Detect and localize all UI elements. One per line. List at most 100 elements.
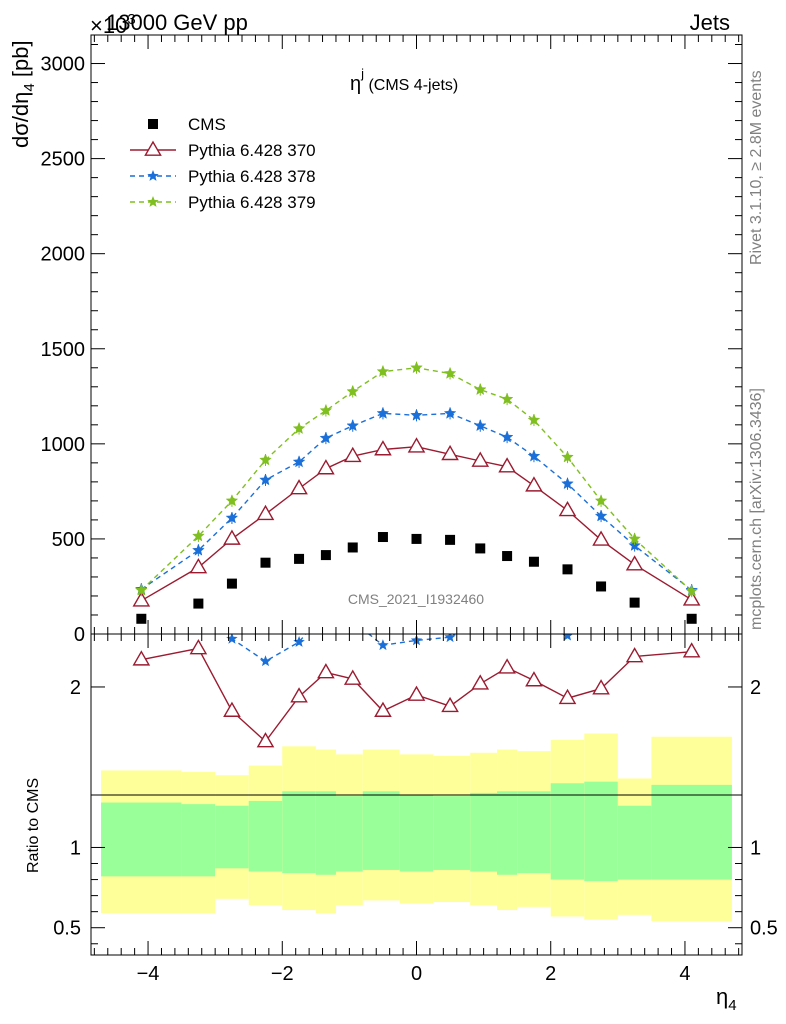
ratio-triangle-marker	[374, 701, 392, 717]
series-line	[140, 367, 693, 592]
data-point-cms	[226, 578, 237, 589]
triangle-marker	[525, 476, 543, 492]
ratio-star-marker	[293, 564, 305, 575]
x-tick-label: 0	[411, 963, 422, 985]
data-point-cms	[320, 550, 331, 561]
triangle-marker	[471, 451, 490, 467]
rivet-label: Rivet 3.1.10, ≥ 2.8M events	[748, 70, 765, 265]
data-point-cms	[629, 597, 640, 608]
ratio-star-marker	[320, 604, 331, 615]
legend-entry: Pythia 6.428 370	[130, 140, 316, 160]
star-marker	[443, 406, 457, 419]
triangle-marker	[441, 444, 459, 461]
data-point-cms	[260, 557, 271, 568]
ratio-star-marker	[136, 529, 147, 540]
ratio-triangle-marker	[189, 639, 208, 655]
ratio-star-marker	[528, 527, 540, 538]
star-marker	[225, 511, 239, 524]
star-marker	[259, 473, 272, 486]
header-left-title: 13000 GeV pp	[106, 10, 248, 35]
star-marker	[628, 538, 641, 551]
star-marker	[500, 430, 514, 443]
legend: CMS Pythia 6.428 370 Pythia 6.428 378 Pythi…	[130, 115, 316, 212]
star-marker	[527, 413, 541, 426]
uncertainty-band-inner	[497, 791, 518, 875]
uncertainty-band-inner	[315, 791, 336, 875]
plot-title-sup: j	[360, 66, 364, 81]
ratio-star-marker	[686, 551, 697, 562]
x-tick-label: 4	[679, 963, 690, 985]
ratio-y-label: Ratio to CMS	[25, 778, 42, 873]
legend-entry: CMS	[148, 115, 226, 134]
uncertainty-band-inner	[282, 791, 316, 874]
y-tick-label: 3000	[41, 54, 86, 76]
star-marker	[376, 406, 390, 419]
x-tick-label: 2	[545, 963, 556, 985]
ratio-line	[228, 634, 571, 663]
legend-marker	[147, 170, 159, 181]
ratio-triangle-marker	[625, 647, 644, 663]
ratio-star-marker	[347, 615, 358, 626]
ratio-star-marker	[629, 521, 640, 532]
star-marker	[500, 392, 514, 405]
ratio-triangle-marker	[471, 674, 490, 690]
plot-title-main: η	[350, 73, 361, 95]
data-point-cms	[562, 564, 573, 575]
star-marker	[376, 364, 390, 377]
ratio-star-marker	[377, 639, 389, 651]
ratio-y-tick-label-left: 1	[70, 837, 81, 859]
x-axis-label: η4	[716, 984, 737, 1014]
ratio-series-0	[132, 639, 701, 748]
legend-entry: Pythia 6.428 379	[130, 193, 316, 212]
data-point-cms	[294, 553, 305, 564]
uncertainty-band-inner	[584, 781, 618, 882]
y-tick-label: 2500	[41, 149, 86, 171]
mcplots-label: mcplots.cern.ch [arXiv:1306.3436]	[748, 388, 765, 630]
uncertainty-band-inner	[248, 800, 283, 872]
uncertainty-band-inner	[101, 802, 182, 877]
legend-label: Pythia 6.428 370	[188, 141, 316, 160]
ratio-star-marker	[501, 598, 512, 609]
ratio-star-marker	[595, 604, 606, 615]
star-marker	[346, 419, 360, 432]
triangle-marker	[189, 558, 208, 574]
data-point-cms	[136, 613, 147, 624]
y-tick-label: 2000	[41, 244, 86, 266]
data-point-cms	[377, 532, 388, 543]
main-ticks	[91, 35, 742, 635]
ratio-triangle-marker	[525, 671, 543, 687]
y-axis-label-unit: [pb]	[8, 40, 33, 83]
legend-entry: Pythia 6.428 378	[130, 167, 316, 186]
main-series	[132, 361, 701, 624]
star-marker	[192, 529, 205, 542]
uncertainty-band-inner	[617, 805, 652, 880]
y-tick-label: 500	[52, 529, 85, 551]
star-marker	[685, 584, 699, 597]
ratio-triangle-marker	[256, 732, 275, 748]
triangle-marker	[625, 555, 644, 571]
data-point-cms	[347, 542, 358, 553]
uncertainty-band-inner	[399, 794, 434, 872]
ratio-triangle-marker	[441, 696, 459, 713]
ratio-star-marker	[444, 557, 455, 568]
legend-label: Pythia 6.428 378	[188, 167, 316, 186]
ratio-star-marker	[377, 567, 388, 578]
ratio-star-marker	[293, 636, 305, 647]
ratio-star-marker	[260, 610, 271, 621]
y-tick-label: 1000	[41, 434, 86, 456]
ratio-y-tick-label-right: 1	[750, 837, 761, 859]
main-panel: 0 500 1000 1500 2000 2500 3000 CMS_2021_I19324…	[8, 34, 743, 646]
ratio-star-marker	[562, 634, 573, 641]
ratio-star-marker	[686, 540, 697, 551]
star-marker	[473, 419, 487, 432]
ratio-star-marker	[595, 553, 606, 564]
ratio-triangle-marker	[682, 642, 701, 658]
legend-label: CMS	[188, 115, 226, 134]
triangle-marker	[317, 459, 335, 475]
uncertainty-band-inner	[433, 796, 471, 870]
star-marker	[346, 384, 360, 397]
series-line	[140, 445, 693, 602]
data-point-cms	[411, 533, 422, 544]
uncertainty-band-inner	[362, 791, 400, 870]
